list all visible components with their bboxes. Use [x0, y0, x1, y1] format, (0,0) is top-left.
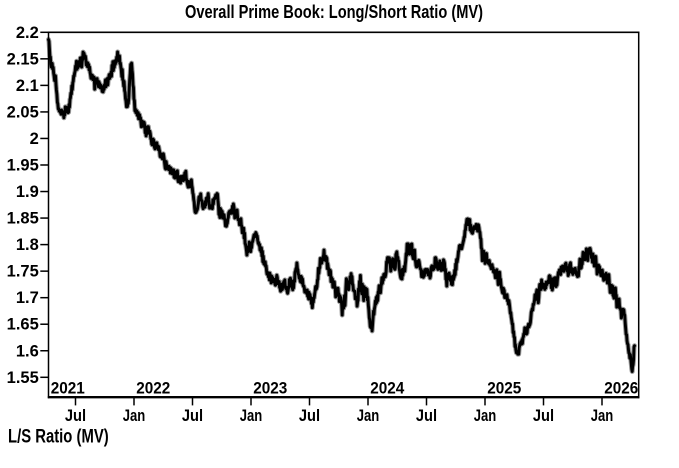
svg-text:1.65: 1.65: [7, 316, 39, 334]
svg-text:Jul: Jul: [299, 407, 320, 425]
svg-text:Jul: Jul: [182, 407, 203, 425]
svg-text:1.85: 1.85: [7, 210, 39, 228]
svg-text:Jul: Jul: [533, 407, 554, 425]
svg-text:1.75: 1.75: [7, 263, 39, 281]
svg-text:Jan: Jan: [357, 407, 380, 425]
svg-text:2025: 2025: [487, 379, 521, 397]
svg-text:2022: 2022: [136, 379, 170, 397]
svg-text:L/S Ratio (MV): L/S Ratio (MV): [8, 426, 109, 448]
svg-text:2: 2: [30, 130, 39, 148]
svg-text:1.8: 1.8: [16, 236, 39, 254]
svg-text:1.7: 1.7: [16, 289, 39, 307]
svg-text:2.1: 2.1: [16, 77, 39, 95]
svg-text:Overall Prime Book: Long/Short: Overall Prime Book: Long/Short Ratio (MV…: [185, 2, 483, 22]
svg-text:1.9: 1.9: [16, 183, 39, 201]
svg-text:Jan: Jan: [240, 407, 263, 425]
svg-text:1.95: 1.95: [7, 156, 39, 174]
svg-text:1.6: 1.6: [16, 342, 39, 360]
svg-text:Jan: Jan: [591, 407, 614, 425]
svg-text:Jul: Jul: [416, 407, 437, 425]
svg-text:Jul: Jul: [65, 407, 86, 425]
svg-text:Jan: Jan: [474, 407, 497, 425]
svg-text:1.55: 1.55: [7, 369, 39, 387]
svg-text:2.15: 2.15: [7, 50, 39, 68]
svg-text:2026: 2026: [604, 379, 638, 397]
svg-text:2024: 2024: [370, 379, 405, 397]
svg-text:2023: 2023: [253, 379, 287, 397]
svg-text:2021: 2021: [51, 379, 85, 397]
svg-text:Jan: Jan: [123, 407, 146, 425]
svg-text:2.05: 2.05: [7, 103, 39, 121]
svg-text:2.2: 2.2: [16, 24, 39, 42]
